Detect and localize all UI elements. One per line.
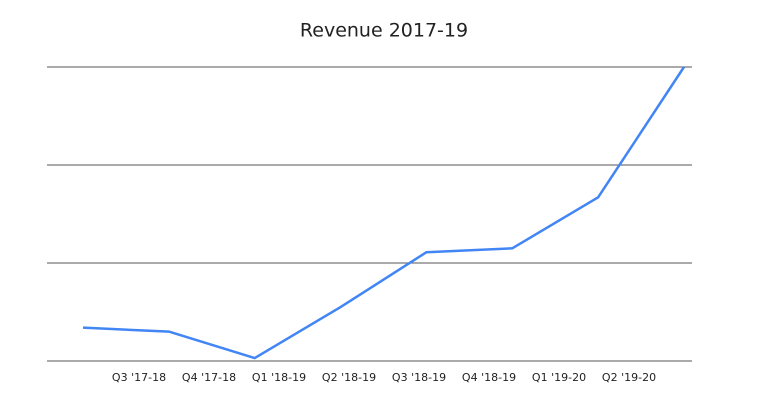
x-tick-label: Q4 '17-18	[182, 371, 236, 384]
x-tick-label: Q3 '18-19	[392, 371, 446, 384]
chart-title: Revenue 2017-19	[300, 20, 468, 42]
x-tick-label: Q1 '19-20	[532, 371, 586, 384]
x-tick-label: Q3 '17-18	[112, 371, 166, 384]
x-tick-label: Q4 '18-19	[462, 371, 516, 384]
line	[82, 66, 686, 360]
x-tick-label: Q2 '18-19	[322, 371, 376, 384]
x-tick-label: Q1 '18-19	[252, 371, 306, 384]
x-tick-label: Q2 '19-20	[602, 371, 656, 384]
